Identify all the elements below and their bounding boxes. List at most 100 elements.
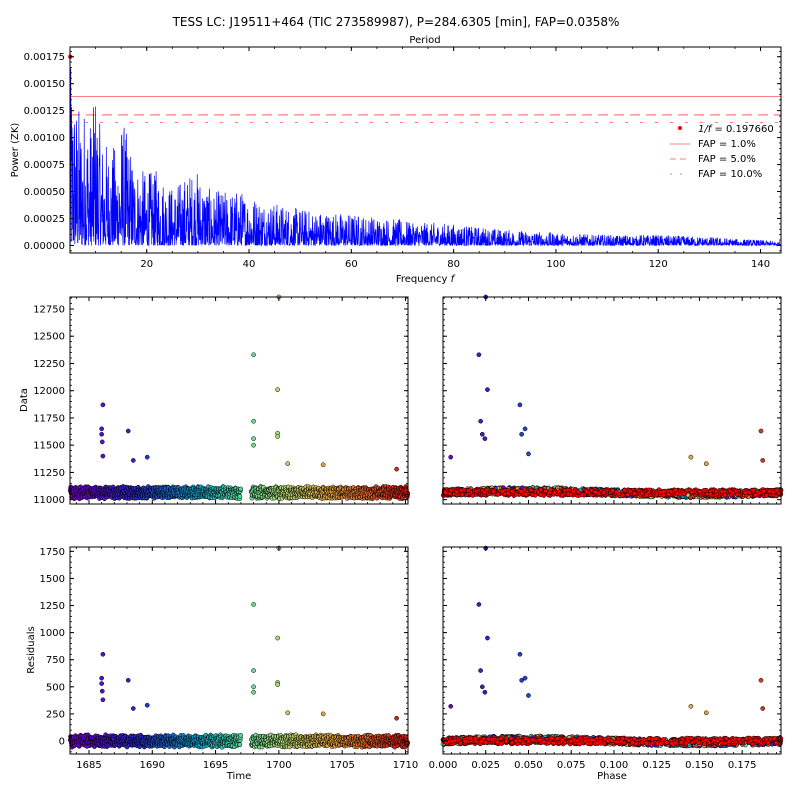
outlier-point [125, 677, 131, 683]
legend-peak-label-part: 1/f [698, 124, 713, 135]
data-time-plot-area [67, 294, 411, 502]
phase-binned-point [722, 492, 728, 498]
outlier-point [760, 458, 766, 463]
phase-binned-point [681, 491, 687, 497]
outlier-point [479, 431, 485, 437]
outlier-point [251, 689, 256, 695]
phase-binned-point [522, 487, 527, 493]
outlier-point [526, 451, 531, 457]
phase-binned-point [668, 489, 674, 495]
outlier-point [99, 426, 104, 432]
outlier-point [130, 458, 136, 463]
outlier-point [394, 715, 399, 721]
phase-binned-point [707, 491, 713, 497]
phase-binned-point [654, 492, 659, 498]
outlier-point [144, 454, 150, 460]
legend-peak-marker [678, 126, 682, 130]
x-tick-label: 80 [447, 259, 460, 270]
outlier-point [476, 352, 482, 358]
outlier-point [251, 418, 256, 424]
periodogram-panel: Period 20 40 60 80 100 120 140 0.00000 0.00025 0.… [10, 35, 782, 285]
data-point [237, 493, 243, 499]
periodogram-legend: 1/f = 0.197660 FAP = 1.0% FAP = 5.0% FAP… [670, 124, 774, 180]
phase-binned-point [459, 492, 465, 498]
data-phase-ticks [442, 297, 781, 504]
phase-binned-point [743, 490, 749, 496]
y-tick-label: 0 [59, 736, 65, 747]
y-tick-label: 0.00000 [24, 241, 65, 252]
x-tick-label: 140 [751, 259, 770, 270]
phase-binned-point [556, 489, 562, 495]
outlier-point [478, 418, 483, 424]
outlier-point [99, 681, 104, 686]
x-tick-label: 1695 [203, 760, 228, 771]
outlier-point [251, 352, 256, 358]
outlier-point [125, 428, 131, 434]
outlier-point [251, 602, 256, 607]
phase-binned-point [616, 491, 622, 497]
phase-binned-point [482, 490, 487, 495]
periodogram-xlabel: Frequency f [396, 274, 456, 285]
periodogram-title: Period [409, 35, 440, 46]
outlier-point [99, 688, 105, 694]
y-tick-label: 12000 [33, 386, 65, 397]
phase-binned-point [767, 488, 772, 494]
outlier-point [448, 454, 454, 460]
phase-binned-point [730, 490, 736, 496]
phase-binned-point [756, 490, 762, 496]
outlier-point [251, 668, 256, 673]
periodogram-xlabel-symbol: f [451, 274, 456, 285]
phase-binned-point [601, 490, 606, 495]
data-time-panel: 11000 11250 11500 11750 12000 12250 12500 12750… [19, 294, 411, 506]
residuals-time-xlabel: Time [226, 771, 251, 782]
outlier-point [320, 462, 326, 468]
residuals-time-plot-area [67, 545, 411, 750]
phase-binned-point [575, 489, 581, 495]
phase-binned-point [714, 488, 720, 494]
x-tick-label: 40 [243, 259, 256, 270]
legend-peak-label: 1/f = 0.197660 [698, 124, 774, 135]
periodogram-xlabel-text: Frequency [396, 274, 451, 285]
outlier-point [320, 711, 326, 717]
phase-binned-point [499, 489, 505, 494]
outlier-point [275, 387, 280, 392]
phase-binned-point [639, 490, 645, 496]
x-tick-label: 1690 [140, 760, 165, 771]
y-tick-label: 1500 [40, 574, 65, 585]
outlier-point [517, 402, 523, 408]
phase-binned-point [505, 491, 511, 496]
outlier-point [758, 428, 764, 434]
data-time-ticks: 11000 11250 11500 11750 12000 12250 12500 12750 [33, 297, 408, 506]
phase-binned-point [491, 489, 497, 494]
y-tick-label: 1000 [40, 628, 65, 639]
legend-fap1-label: FAP = 1.0% [698, 139, 756, 150]
phase-binned-point [661, 489, 666, 495]
outlier-point [251, 442, 256, 448]
outlier-point [703, 461, 709, 467]
outlier-point [130, 706, 136, 711]
phase-binned-point [644, 492, 649, 498]
outlier-point [99, 439, 105, 445]
outlier-point [482, 436, 488, 441]
legend-fap10-label: FAP = 10.0% [698, 169, 762, 180]
phase-binned-point [551, 490, 557, 496]
phase-binned-point [627, 489, 633, 494]
y-tick-label: 750 [46, 655, 65, 666]
data-point [237, 742, 243, 747]
phase-binned-point [528, 487, 534, 493]
phase-binned-point [532, 492, 538, 498]
figure-title: TESS LC: J19511+464 (TIC 273589987), P=2… [172, 15, 620, 29]
outlier-point [522, 426, 528, 432]
phase-binned-point [571, 489, 577, 495]
data-phase-plot-area [440, 294, 784, 500]
outlier-point [285, 710, 291, 716]
phase-binned-point [701, 487, 707, 493]
periodogram-frame [69, 46, 782, 254]
data-time-ylabel: Data [19, 388, 30, 412]
x-tick-label: 1685 [76, 760, 101, 771]
phase-binned-point [761, 488, 766, 494]
outlier-point [144, 702, 150, 708]
residuals-time-ylabel: Residuals [26, 626, 37, 673]
outlier-point [99, 675, 104, 681]
